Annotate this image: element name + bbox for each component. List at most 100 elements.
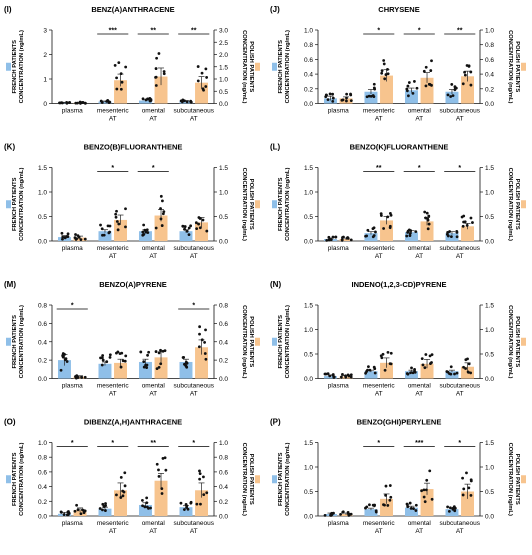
data-point <box>117 61 121 65</box>
chart-title: BENZ(A)ANTHRACENE <box>91 5 174 14</box>
data-point <box>181 224 185 228</box>
category-label: AT <box>375 391 383 398</box>
data-point <box>415 86 419 90</box>
chart-title: DIBENZ(A,H)ANTHRACENE <box>84 418 182 427</box>
data-point <box>405 89 409 93</box>
left-tick-label: 1.0 <box>304 190 313 197</box>
data-point <box>79 512 83 516</box>
category-label: AT <box>109 528 117 535</box>
data-point <box>119 365 123 369</box>
bar-french <box>138 504 152 516</box>
data-point <box>187 233 191 237</box>
panel-label: (P) <box>270 418 281 427</box>
data-point <box>198 477 202 481</box>
data-point <box>446 234 450 238</box>
data-point <box>198 226 202 230</box>
data-point <box>449 506 452 510</box>
data-point <box>365 95 369 99</box>
data-point <box>123 471 127 475</box>
data-point <box>159 207 162 210</box>
right-tick-label: 1.0 <box>219 440 228 447</box>
chart-panel: (N) INDENO(1,2,3-CD)PYRENE 0.0 0.5 1.0 1.5 0.0… <box>270 280 526 398</box>
significance-label: ** <box>376 165 382 172</box>
right-tick-label: 0.5 <box>485 214 494 221</box>
right-tick-label: 0.2 <box>485 86 494 93</box>
left-axis-color-key <box>272 200 277 209</box>
data-point <box>114 215 118 219</box>
left-tick-label: 0.0 <box>304 101 313 108</box>
data-point <box>406 503 409 507</box>
significance-label: * <box>71 303 74 310</box>
data-point <box>185 229 189 233</box>
left-tick-label: 1.0 <box>38 190 47 197</box>
bar-polish <box>380 498 394 516</box>
category-label: AT <box>456 116 464 123</box>
data-point <box>368 503 371 507</box>
data-point <box>160 492 164 495</box>
category-label: subcutaneous <box>174 108 215 115</box>
right-tick-label: 0.8 <box>219 455 228 462</box>
data-point <box>73 236 77 239</box>
significance-label: * <box>458 440 461 447</box>
data-point <box>81 101 85 104</box>
data-point <box>467 362 471 366</box>
data-point <box>324 372 328 376</box>
data-point <box>108 356 112 359</box>
category-label: subcutaneous <box>174 383 215 390</box>
bar-polish <box>461 491 475 516</box>
data-point <box>380 356 384 360</box>
data-point <box>373 504 376 508</box>
bar-french <box>179 507 193 516</box>
bar-polish <box>114 362 128 379</box>
data-point <box>83 101 87 105</box>
data-point <box>340 98 344 102</box>
category-label: subcutaneous <box>440 383 481 390</box>
data-point <box>382 62 386 66</box>
data-point <box>408 501 412 505</box>
right-axis-title: CONCENTRATION (ng/mL) <box>241 443 247 516</box>
right-tick-label: 0.4 <box>219 484 228 491</box>
data-point <box>187 226 191 230</box>
data-point <box>367 365 370 369</box>
data-point <box>461 82 465 86</box>
data-point <box>145 366 149 370</box>
left-tick-label: 2 <box>43 52 47 59</box>
left-tick-label: 0.2 <box>38 358 47 365</box>
right-tick-label: 0.5 <box>485 352 494 359</box>
left-axis-color-key <box>272 337 277 346</box>
category-label: omental <box>142 108 166 115</box>
right-tick-label: 0.0 <box>485 101 494 108</box>
bar-polish <box>154 215 168 241</box>
right-axis-color-key <box>255 475 260 484</box>
data-point <box>467 486 471 490</box>
category-label: mesenteric <box>97 383 130 390</box>
category-label: omental <box>142 520 166 527</box>
data-point <box>386 215 390 219</box>
data-point <box>423 210 427 214</box>
right-axis-title: POLISH PATIENTS <box>248 41 254 92</box>
data-point <box>422 488 426 492</box>
data-point <box>155 367 159 371</box>
bar-polish <box>114 219 128 241</box>
bar-french <box>138 231 152 241</box>
bar-french <box>323 98 337 104</box>
data-point <box>180 100 184 104</box>
category-label: omental <box>408 383 432 390</box>
right-tick-label: 0.0 <box>485 239 494 246</box>
data-point <box>204 67 208 71</box>
right-axis-title: CONCENTRATION (ng/mL) <box>241 168 247 241</box>
bar-polish <box>154 357 168 379</box>
data-point <box>366 228 370 232</box>
data-point <box>453 506 457 510</box>
data-point <box>424 488 428 492</box>
data-point <box>202 88 205 92</box>
category-label: AT <box>190 253 198 260</box>
data-point <box>386 350 390 354</box>
left-tick-label: 3 <box>43 28 47 35</box>
right-tick-label: 1.5 <box>219 64 228 71</box>
data-point <box>155 462 159 466</box>
category-label: plasma <box>62 108 83 115</box>
data-point <box>388 498 392 502</box>
right-axis-title: POLISH PATIENTS <box>248 179 254 230</box>
